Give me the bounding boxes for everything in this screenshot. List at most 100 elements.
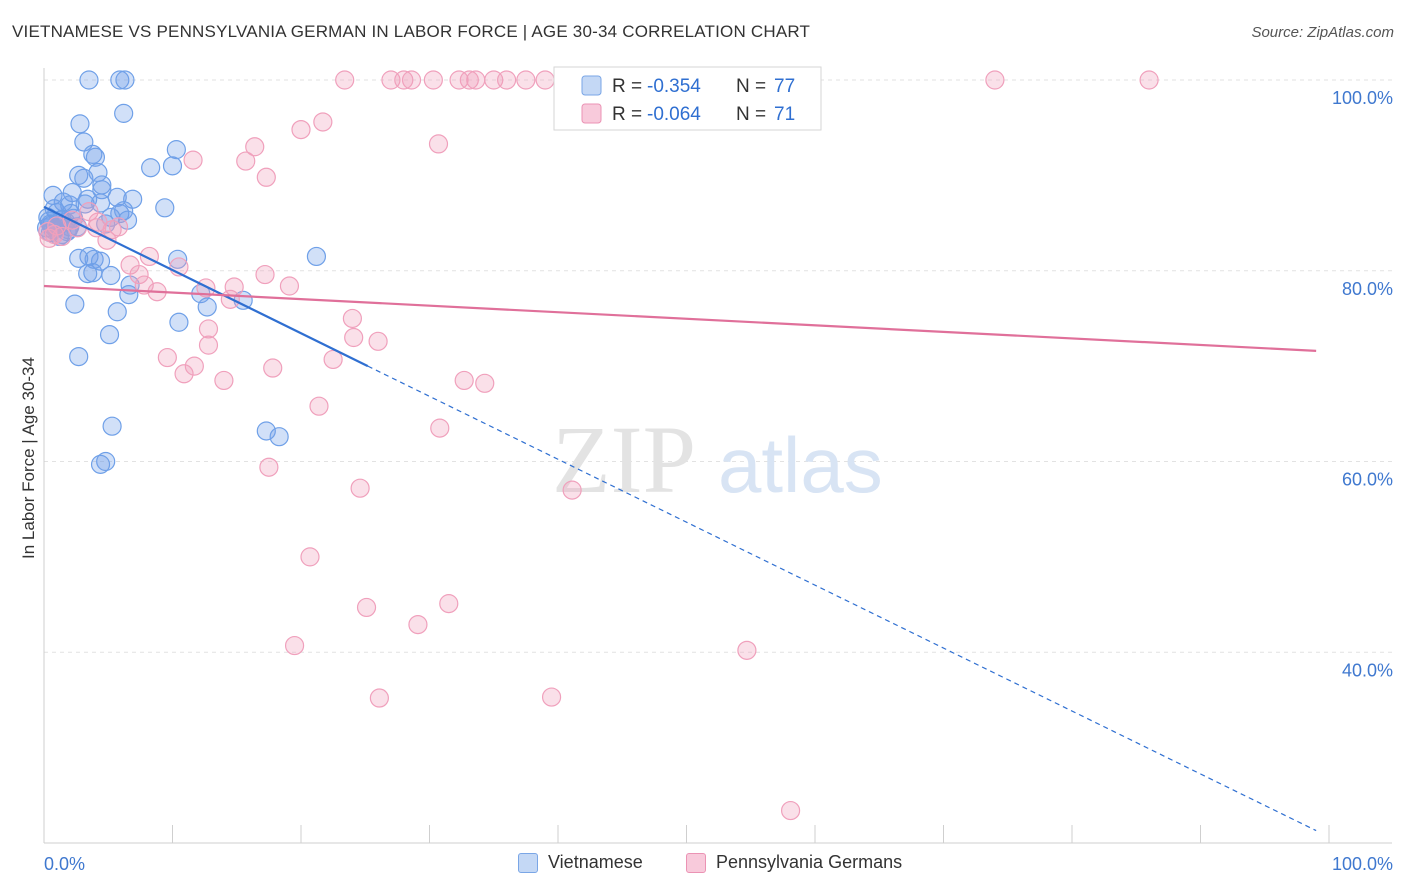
- point-vietnamese-2: [115, 70, 135, 90]
- point-vietnamese-70: [69, 346, 89, 367]
- y-tick-label-2: 80.0%: [1342, 279, 1393, 299]
- x-tick-labels: 0.0% 100.0%: [44, 854, 1393, 874]
- point-pennsylvania-germans-46: [342, 308, 362, 329]
- points-pennsylvania-germans: [38, 70, 1159, 821]
- point-pennsylvania-germans-9: [497, 70, 517, 90]
- point-pennsylvania-germans-71: [541, 687, 562, 707]
- legend-r-label-0: R =: [612, 76, 642, 97]
- point-pennsylvania-germans-72: [780, 800, 801, 821]
- point-pennsylvania-germans-69: [737, 640, 757, 660]
- point-pennsylvania-germans-52: [184, 356, 204, 376]
- chart-title: VIETNAMESE VS PENNSYLVANIA GERMAN IN LAB…: [12, 22, 811, 41]
- legend-item-vietnamese[interactable]: Vietnamese: [518, 852, 643, 873]
- point-pennsylvania-germans-29: [108, 217, 129, 237]
- legend-n-label-0: N =: [736, 76, 766, 97]
- point-vietnamese-1: [110, 70, 130, 90]
- point-pennsylvania-germans-68: [284, 635, 305, 656]
- point-pennsylvania-germans-58: [475, 373, 495, 393]
- x-tick-label-1: 100.0%: [1332, 854, 1393, 874]
- axes: [43, 68, 1392, 844]
- legend-item-pennsylvania-germans[interactable]: Pennsylvania Germans: [686, 852, 902, 873]
- legend-n-label-1: N =: [736, 104, 766, 125]
- point-vietnamese-0: [79, 70, 99, 90]
- point-vietnamese-6: [83, 144, 103, 164]
- gridlines: [44, 79, 1392, 653]
- trend-line-vietnamese-extrapolated: [367, 365, 1317, 832]
- point-pennsylvania-germans-2: [394, 70, 414, 90]
- point-pennsylvania-germans-18: [245, 137, 265, 157]
- point-vietnamese-54: [90, 251, 111, 271]
- point-vietnamese-9: [141, 158, 161, 178]
- point-pennsylvania-germans-5: [449, 70, 469, 90]
- point-pennsylvania-germans-21: [256, 167, 276, 187]
- watermark-atlas: atlas: [718, 421, 883, 509]
- legend-r-label-1: R =: [612, 104, 642, 125]
- point-pennsylvania-germans-14: [1139, 70, 1159, 90]
- point-pennsylvania-germans-20: [236, 151, 256, 171]
- legend-label-vietnamese: Vietnamese: [548, 852, 643, 872]
- point-vietnamese-62: [119, 284, 139, 305]
- y-tick-label-3: 100.0%: [1332, 88, 1393, 108]
- legend-swatch-icon: [518, 852, 538, 873]
- point-pennsylvania-germans-10: [516, 70, 536, 90]
- point-pennsylvania-germans-7: [466, 70, 486, 90]
- point-vietnamese-60: [78, 264, 98, 284]
- point-vietnamese-65: [65, 294, 85, 314]
- point-pennsylvania-germans-6: [459, 70, 479, 90]
- point-vietnamese-11: [69, 165, 89, 185]
- trend-line-vietnamese: [43, 205, 369, 368]
- point-pennsylvania-germans-62: [350, 478, 370, 498]
- point-pennsylvania-germans-47: [198, 319, 219, 339]
- y-axis-label: In Labor Force | Age 30-34: [19, 357, 38, 559]
- point-pennsylvania-germans-65: [439, 594, 459, 614]
- point-pennsylvania-germans-64: [300, 547, 320, 567]
- y-tick-label-0: 40.0%: [1342, 660, 1393, 680]
- point-vietnamese-66: [197, 297, 217, 317]
- point-pennsylvania-germans-13: [985, 70, 1005, 90]
- point-pennsylvania-germans-17: [428, 134, 449, 154]
- point-pennsylvania-germans-3: [401, 70, 422, 90]
- legend-label-pennsylvania-germans: Pennsylvania Germans: [716, 852, 903, 872]
- point-pennsylvania-germans-59: [309, 396, 329, 416]
- point-pennsylvania-germans-11: [535, 70, 555, 90]
- point-vietnamese-73: [269, 427, 289, 447]
- trend-lines: [43, 205, 1317, 832]
- legend-r-value-0: -0.354: [647, 76, 701, 97]
- point-pennsylvania-germans-49: [368, 331, 388, 351]
- point-vietnamese-12: [74, 168, 94, 188]
- point-vietnamese-71: [102, 416, 122, 436]
- point-pennsylvania-germans-0: [335, 70, 355, 90]
- point-vietnamese-7: [85, 147, 106, 167]
- watermark-zip: ZIP: [552, 406, 696, 513]
- point-vietnamese-68: [169, 312, 189, 332]
- point-vietnamese-69: [99, 325, 120, 345]
- source-label: Source: ZipAtlas.com: [1251, 24, 1394, 41]
- trend-line-pennsylvania-germans: [43, 284, 1317, 352]
- point-pennsylvania-germans-53: [263, 358, 283, 378]
- point-vietnamese-76: [162, 156, 183, 176]
- legend-n-value-1: 71: [774, 104, 795, 125]
- point-pennsylvania-germans-19: [183, 150, 203, 170]
- point-vietnamese-67: [107, 302, 127, 322]
- point-vietnamese-75: [90, 454, 111, 474]
- point-pennsylvania-germans-38: [129, 264, 149, 285]
- point-pennsylvania-germans-56: [214, 370, 234, 391]
- point-pennsylvania-germans-31: [44, 224, 64, 245]
- point-pennsylvania-germans-54: [174, 364, 194, 384]
- legend-r-value-1: -0.064: [647, 104, 701, 125]
- x-tick-label-0: 0.0%: [44, 854, 85, 874]
- point-vietnamese-57: [306, 246, 327, 267]
- point-pennsylvania-germans-67: [408, 614, 428, 635]
- point-pennsylvania-germans-61: [259, 457, 279, 477]
- point-pennsylvania-germans-50: [198, 335, 219, 355]
- point-vietnamese-56: [168, 249, 188, 269]
- point-pennsylvania-germans-57: [454, 370, 474, 391]
- point-vietnamese-55: [69, 248, 89, 268]
- point-vietnamese-74: [96, 451, 116, 472]
- y-tick-label-1: 60.0%: [1342, 470, 1393, 490]
- point-pennsylvania-germans-39: [255, 264, 275, 285]
- point-pennsylvania-germans-15: [313, 112, 333, 132]
- point-pennsylvania-germans-70: [369, 688, 389, 708]
- legend-swatch-vietnamese: [581, 75, 602, 96]
